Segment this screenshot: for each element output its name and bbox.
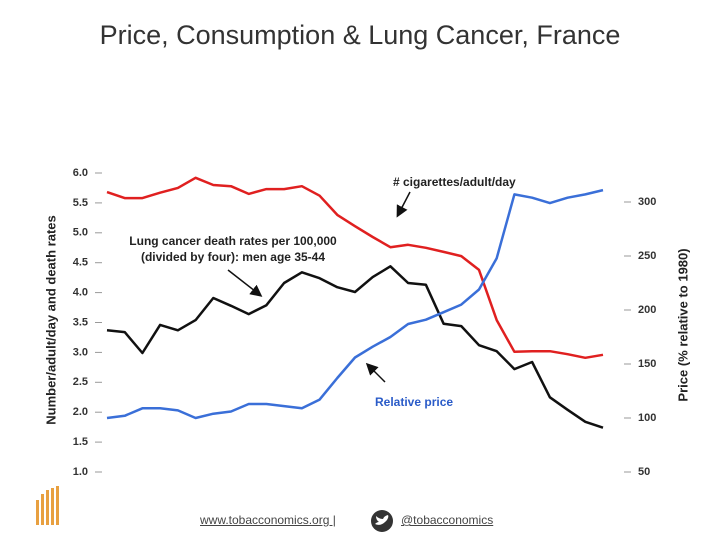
arrow [365, 362, 386, 383]
annotation: Lung cancer death rates per 100,000 (div… [129, 234, 337, 264]
y-tick-label: 2.5 [73, 376, 88, 388]
y-axis-label: Number/adult/day and death rates [43, 215, 58, 425]
series-line [106, 176, 604, 360]
y-tick-label: 2.0 [73, 406, 88, 418]
chart-title: Price, Consumption & Lung Cancer, France [100, 20, 621, 50]
series-line [106, 265, 604, 429]
y-tick-label: 6.0 [73, 167, 88, 179]
arrow [227, 269, 263, 297]
y-tick-label: 5.0 [73, 227, 88, 239]
y2-tick-label: 250 [638, 250, 656, 262]
y2-tick-label: 50 [638, 466, 650, 478]
footer-handle[interactable]: @tobacconomics [401, 513, 494, 527]
y-tick-label: 4.5 [73, 257, 88, 269]
y2-tick-label: 200 [638, 304, 656, 316]
y2-tick-label: 100 [638, 412, 656, 424]
y2-axis-label: Price (% relative to 1980) [675, 248, 690, 401]
series-line [106, 188, 604, 420]
y-tick-label: 3.5 [73, 316, 88, 328]
twitter-bird [375, 515, 389, 525]
logo [36, 486, 59, 525]
y2-tick-label: 300 [638, 196, 656, 208]
y2-tick-label: 150 [638, 358, 656, 370]
y-tick-label: 3.0 [73, 346, 88, 358]
y-tick-label: 1.5 [73, 436, 88, 448]
footer-link[interactable]: www.tobacconomics.org | [200, 513, 336, 527]
y-tick-label: 4.0 [73, 287, 88, 299]
arrow [396, 191, 411, 218]
annotation: Relative price [375, 395, 454, 409]
y-tick-label: 5.5 [73, 197, 88, 209]
annotation: # cigarettes/adult/day [393, 175, 516, 189]
y-tick-label: 1.0 [73, 466, 88, 478]
